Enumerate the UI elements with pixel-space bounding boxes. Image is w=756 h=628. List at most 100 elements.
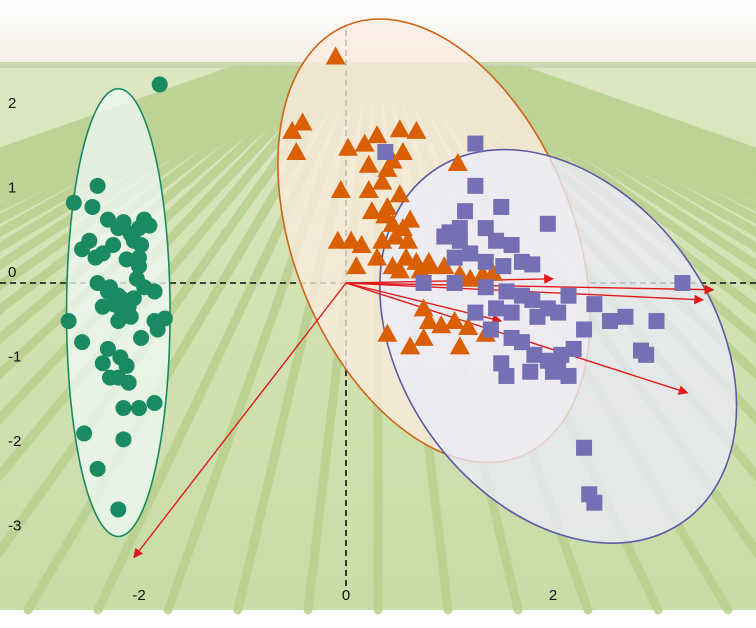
point-square xyxy=(565,340,582,357)
point-triangle xyxy=(413,327,434,346)
series-group-1 xyxy=(60,76,173,518)
point-triangle xyxy=(385,226,406,245)
point-square xyxy=(524,291,541,308)
point-square xyxy=(503,236,520,253)
point-circle xyxy=(131,258,147,275)
point-square xyxy=(467,304,484,321)
point-circle xyxy=(87,249,104,266)
point-square xyxy=(477,253,494,270)
point-triangle xyxy=(458,316,479,335)
point-square xyxy=(482,321,499,338)
series-group-2 xyxy=(282,46,503,355)
point-circle xyxy=(128,270,145,287)
point-circle xyxy=(74,241,91,258)
point-square xyxy=(488,232,505,249)
point-triangle xyxy=(449,336,470,355)
loading-arrow-1 xyxy=(345,282,715,295)
point-triangle xyxy=(375,205,396,224)
crop-row xyxy=(451,65,756,271)
point-triangle xyxy=(282,120,303,139)
point-square xyxy=(457,203,474,220)
point-square xyxy=(526,346,543,363)
point-triangle xyxy=(330,180,351,199)
y-tick-label: -1 xyxy=(8,349,21,366)
point-triangle xyxy=(325,46,346,65)
series-group-3 xyxy=(377,135,691,511)
point-circle xyxy=(141,217,158,234)
crop-row xyxy=(445,65,756,291)
point-triangle xyxy=(358,180,379,199)
point-triangle xyxy=(396,247,417,266)
crop-row xyxy=(0,65,263,184)
point-circle xyxy=(84,198,101,215)
x-tick-label: 2 xyxy=(549,587,557,604)
point-square xyxy=(488,300,505,317)
point-square xyxy=(467,177,484,194)
point-circle xyxy=(131,400,147,417)
tick-labels: -2 0 2 2 1 0 -1 -2 -3 xyxy=(8,95,557,604)
point-triangle xyxy=(372,171,393,190)
point-square xyxy=(524,256,541,273)
y-tick-label: -3 xyxy=(8,518,21,535)
point-square xyxy=(576,439,593,456)
point-circle xyxy=(65,194,82,211)
score-points xyxy=(60,46,691,518)
crop-row xyxy=(457,65,756,253)
point-triangle xyxy=(389,119,410,138)
point-circle xyxy=(110,501,127,518)
point-square xyxy=(545,363,561,380)
point-square xyxy=(495,258,512,275)
crop-row xyxy=(0,65,251,170)
point-circle xyxy=(133,329,150,346)
point-circle xyxy=(102,279,119,296)
point-square xyxy=(451,232,468,249)
point-circle xyxy=(115,400,132,417)
point-square xyxy=(648,313,665,330)
point-square xyxy=(477,220,494,237)
point-triangle xyxy=(398,230,419,249)
point-triangle xyxy=(389,184,410,203)
y-tick-label: -2 xyxy=(8,433,21,450)
point-triangle xyxy=(434,256,455,275)
point-square xyxy=(674,275,691,291)
point-square xyxy=(586,494,603,511)
point-square xyxy=(498,367,515,384)
point-square xyxy=(462,245,479,262)
point-circle xyxy=(151,76,168,93)
crop-row xyxy=(0,65,257,177)
point-square xyxy=(493,355,510,372)
crop-row xyxy=(0,65,269,193)
y-tick-label: 1 xyxy=(8,180,16,197)
point-triangle xyxy=(292,112,313,131)
point-circle xyxy=(110,313,127,330)
point-triangle xyxy=(389,260,410,279)
crop-row xyxy=(463,65,756,238)
point-circle xyxy=(120,298,137,315)
point-triangle xyxy=(377,323,398,342)
point-circle xyxy=(118,251,135,268)
point-square xyxy=(522,363,539,380)
point-triangle xyxy=(400,336,421,355)
point-triangle xyxy=(444,311,465,330)
point-square xyxy=(503,304,520,321)
crop-row xyxy=(475,65,756,213)
point-triangle xyxy=(361,201,382,220)
point-square xyxy=(415,275,432,291)
point-circle xyxy=(120,374,137,391)
point-square xyxy=(560,287,577,304)
point-square xyxy=(560,367,577,384)
point-circle xyxy=(76,425,93,442)
point-triangle xyxy=(341,230,362,249)
point-circle xyxy=(115,214,132,231)
point-circle xyxy=(89,460,106,477)
point-triangle xyxy=(418,251,439,270)
point-circle xyxy=(102,369,119,386)
point-circle xyxy=(94,355,111,372)
crop-row xyxy=(0,65,311,291)
point-circle xyxy=(149,321,166,338)
point-triangle xyxy=(327,230,348,249)
point-circle xyxy=(60,313,77,330)
point-square xyxy=(446,249,463,266)
